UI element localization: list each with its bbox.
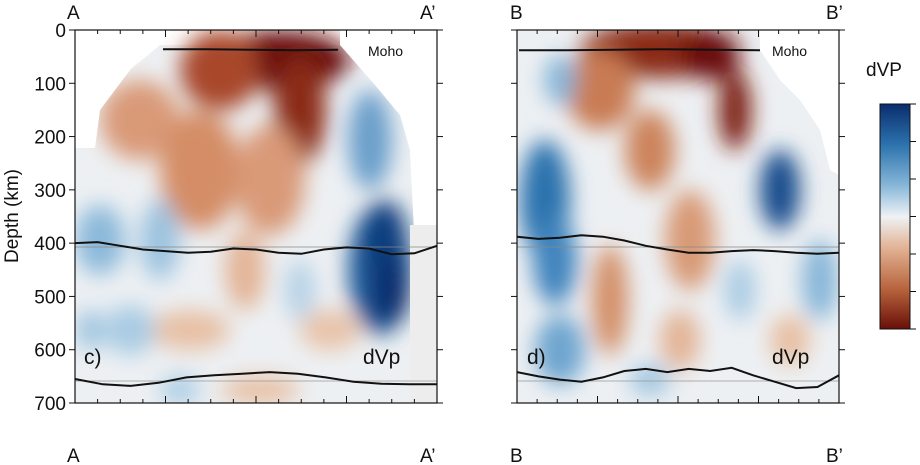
depth-tick-label: 700 bbox=[34, 394, 66, 415]
panel-d-velocity-field bbox=[517, 30, 839, 403]
panel-d-start-bottom: B bbox=[510, 446, 523, 465]
panel-c-label: c) bbox=[84, 346, 102, 369]
panel-d-end-top: B’ bbox=[826, 3, 843, 24]
depth-tick-label: 400 bbox=[34, 234, 66, 255]
depth-tick-label: 0 bbox=[55, 21, 66, 42]
colorbar: dVP bbox=[866, 60, 916, 330]
panel-d-y-ticks bbox=[511, 29, 845, 404]
panel-c-start-bottom: A bbox=[67, 446, 80, 465]
panel-d-moho-label: Moho bbox=[772, 43, 807, 59]
panel-d-x-ticks bbox=[516, 30, 840, 403]
panel-c-start-top: A bbox=[67, 3, 80, 24]
panel-c-moho-line bbox=[163, 48, 339, 52]
panel-c-660-line bbox=[75, 371, 437, 387]
panel-c-end-bottom: A’ bbox=[420, 446, 435, 465]
panel-d-410-line bbox=[517, 234, 839, 255]
depth-tick-label: 200 bbox=[34, 128, 66, 149]
panel-d-end-bottom: B’ bbox=[826, 446, 843, 465]
panel-c: A A’ A A’ bbox=[67, 3, 443, 465]
panel-c-y-ticks bbox=[69, 29, 443, 404]
panel-c-variable: dVp bbox=[363, 346, 400, 369]
panel-d-moho-line bbox=[519, 48, 761, 52]
colorbar-ramp bbox=[879, 103, 911, 330]
colorbar-title: dVP bbox=[866, 60, 902, 81]
panel-c-x-ticks bbox=[74, 30, 438, 403]
panel-d-660-line bbox=[517, 366, 839, 390]
depth-tick-label: 500 bbox=[34, 287, 66, 308]
depth-axis-title: Depth (km) bbox=[2, 169, 23, 263]
colorbar-ticks bbox=[910, 103, 916, 330]
panel-c-moho-label: Moho bbox=[368, 43, 403, 59]
panel-d-label: d) bbox=[527, 346, 546, 369]
panel-d: B B’ B B’ bbox=[510, 3, 845, 465]
panel-d-variable: dVp bbox=[772, 346, 809, 369]
depth-tick-label: 300 bbox=[34, 181, 66, 202]
depth-axis: 0 100 200 300 400 500 600 700 bbox=[34, 21, 66, 415]
panel-c-end-top: A’ bbox=[420, 3, 435, 24]
panel-c-410-line bbox=[75, 241, 437, 256]
panel-d-start-top: B bbox=[510, 3, 523, 24]
panel-c-velocity-field bbox=[75, 30, 437, 403]
depth-tick-label: 100 bbox=[34, 74, 66, 95]
depth-tick-label: 600 bbox=[34, 341, 66, 362]
